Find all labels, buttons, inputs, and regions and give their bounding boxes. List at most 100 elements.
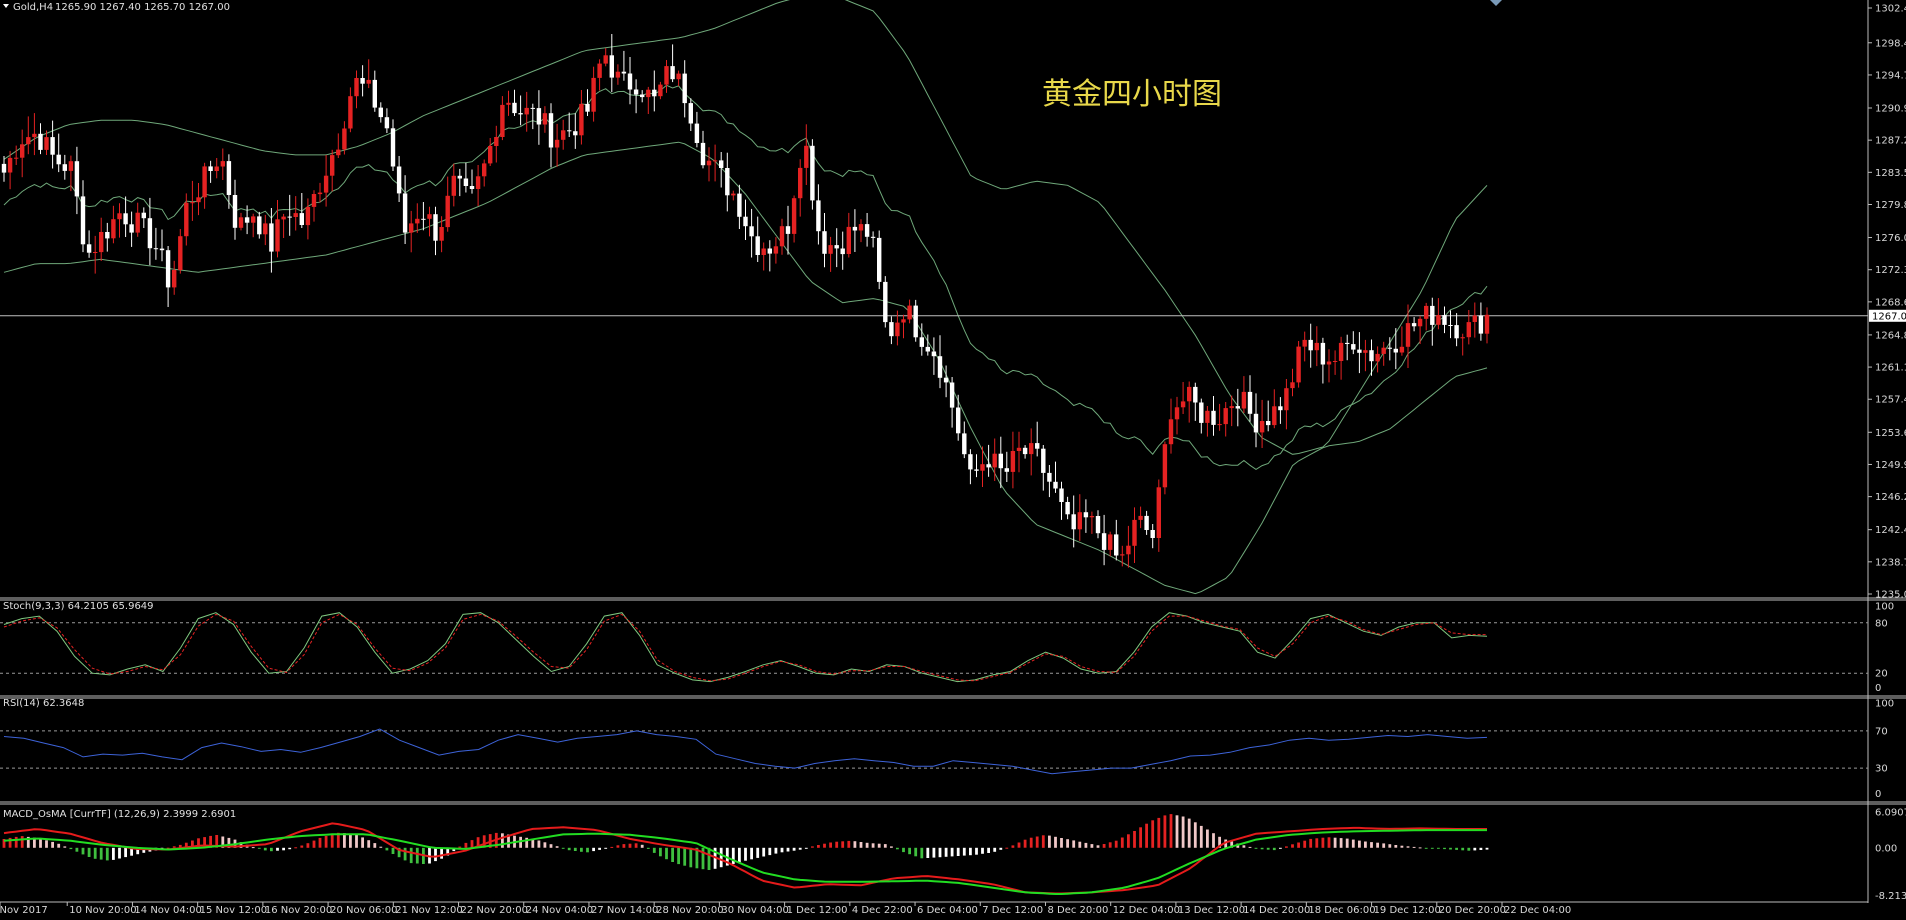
candle: [937, 335, 943, 389]
osma-bar: [197, 838, 200, 848]
osma-bar: [1430, 847, 1434, 849]
osma-bar: [45, 840, 48, 848]
candle-body: [402, 193, 408, 233]
osma-bar: [683, 847, 687, 866]
osma-bar: [859, 842, 863, 848]
candle: [968, 449, 973, 485]
time-tick-label: 4 Dec 22:00: [852, 905, 913, 916]
candle: [700, 130, 706, 169]
candle: [609, 34, 614, 93]
osma-bar: [1272, 847, 1276, 851]
candle-body: [488, 146, 493, 164]
candle-body: [1053, 481, 1058, 489]
collapse-triangle-icon[interactable]: [3, 4, 9, 8]
candle-body: [992, 453, 997, 468]
candle-body: [1278, 406, 1283, 411]
candle: [1320, 337, 1326, 384]
osma-bar: [476, 837, 480, 848]
candle-body: [1089, 516, 1095, 518]
osma-bar: [470, 840, 474, 848]
candle: [257, 211, 262, 239]
candle: [1217, 403, 1222, 431]
osma-bar: [756, 847, 760, 858]
candle-body: [536, 108, 542, 125]
candle-body: [1059, 488, 1064, 502]
osma-bar: [26, 836, 30, 848]
candle-body: [1363, 350, 1368, 353]
candle: [293, 196, 298, 231]
candle-body: [360, 78, 365, 84]
osma-bar: [1400, 845, 1404, 848]
candle-body: [93, 252, 98, 253]
osma-bar: [792, 847, 796, 851]
candle-body: [1442, 315, 1447, 325]
candle-body: [937, 356, 943, 378]
price-tick-label: 1298.40: [1875, 38, 1906, 49]
price-tick-label: 1235.00: [1875, 590, 1906, 601]
candle: [956, 394, 961, 441]
candle-body: [561, 130, 566, 140]
osma-bar: [1443, 847, 1446, 850]
candle: [791, 195, 797, 243]
candle: [986, 444, 991, 477]
osma-bar: [288, 847, 292, 850]
price-panel: [0, 0, 1868, 595]
candle: [627, 57, 633, 105]
candle: [810, 139, 815, 210]
candle: [1448, 310, 1453, 339]
candle: [834, 228, 839, 268]
candle: [1144, 510, 1149, 535]
candle: [798, 159, 803, 217]
axis-tick-label: 100: [1875, 699, 1894, 710]
candle-body: [372, 79, 377, 108]
price-tick-label: 1272.30: [1875, 265, 1906, 276]
candle-body: [1296, 346, 1301, 383]
candle-body: [111, 219, 116, 239]
candle-body: [573, 131, 578, 136]
candle: [804, 124, 809, 185]
candle: [1010, 431, 1016, 489]
osma-bar: [1151, 820, 1155, 848]
price-tick-label: 1249.90: [1875, 460, 1906, 471]
candle: [475, 165, 481, 207]
candle-body: [664, 66, 669, 85]
osma-bar: [367, 840, 371, 848]
candle: [719, 152, 724, 188]
candle-body: [895, 322, 900, 337]
osma-bar: [373, 843, 377, 848]
shift-marker-icon[interactable]: [1490, 0, 1502, 6]
osma-bar: [191, 840, 194, 848]
candle-body: [974, 469, 979, 471]
candle: [980, 446, 985, 487]
candle-body: [1381, 347, 1386, 354]
osma-bar: [105, 847, 109, 861]
candle-body: [1466, 322, 1471, 338]
candle: [1162, 441, 1168, 495]
osma-bar: [142, 847, 146, 853]
osma-bar: [1120, 837, 1124, 848]
candle: [1053, 461, 1058, 493]
candle-body: [238, 217, 244, 228]
candle: [1004, 451, 1009, 482]
macd-main-line: [3, 822, 1487, 895]
candle: [1430, 297, 1435, 346]
candle: [129, 211, 134, 247]
osma-bar: [689, 847, 693, 868]
candle-body: [494, 137, 499, 146]
price-tick-label: 1276.00: [1875, 233, 1906, 244]
candle: [974, 454, 979, 478]
candle: [263, 214, 268, 246]
candle-body: [415, 218, 420, 224]
candle-body: [348, 96, 353, 129]
candle: [1478, 302, 1484, 341]
candle: [931, 337, 937, 375]
osma-bar: [628, 843, 632, 848]
candle-body: [293, 213, 298, 217]
macd-panel: MACD_OsMA [CurrTF] (12,26,9) 2.3999 2.69…: [2, 808, 1906, 902]
candle: [93, 235, 98, 274]
osma-bar: [531, 838, 535, 848]
candle: [360, 65, 365, 97]
candle-body: [147, 218, 153, 249]
candle: [816, 184, 821, 245]
